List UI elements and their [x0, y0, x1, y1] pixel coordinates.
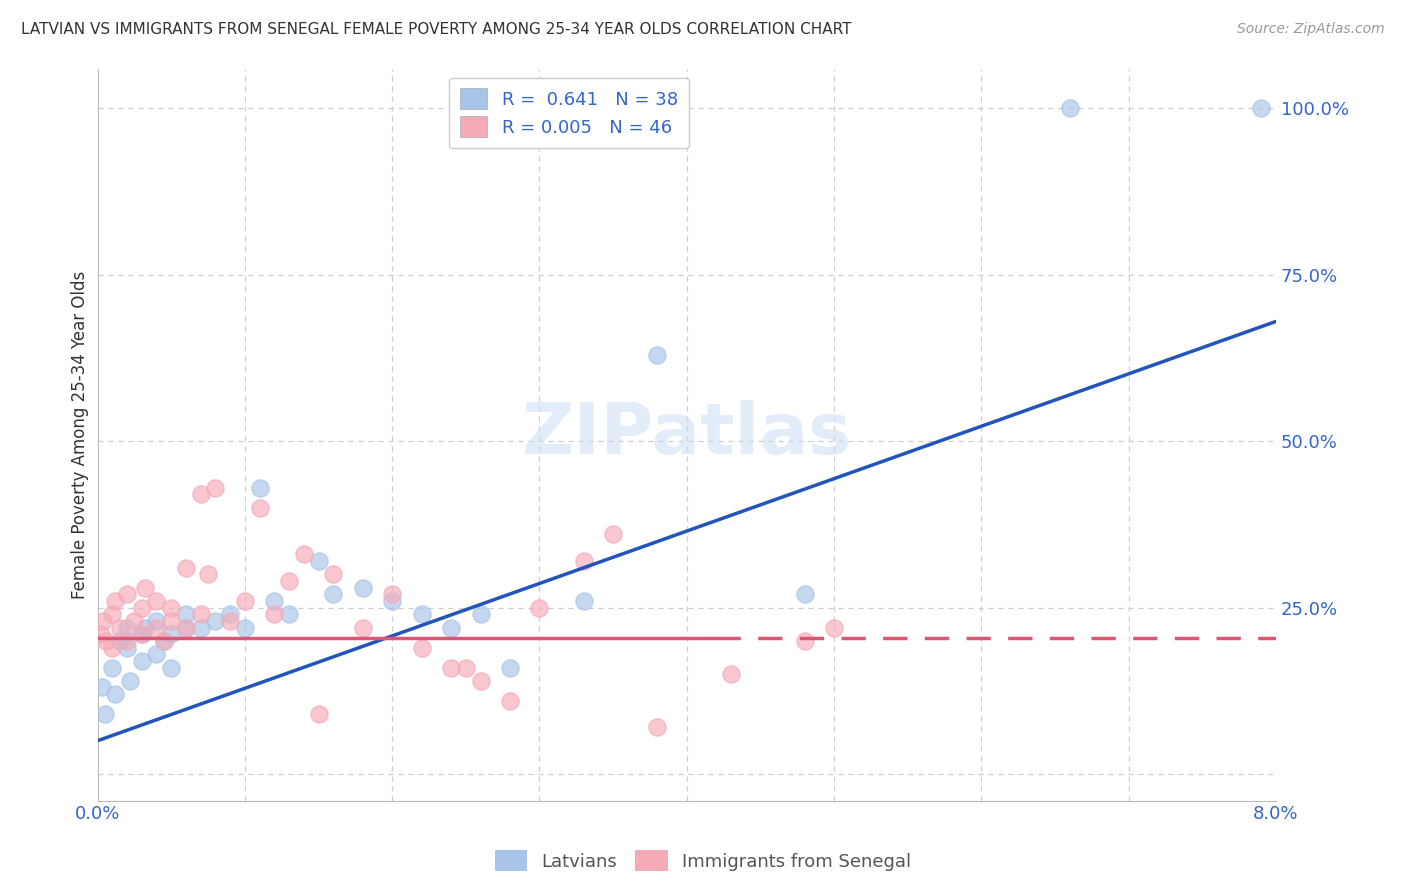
Point — [197, 567, 219, 582]
Point — [219, 614, 242, 628]
Point — [124, 614, 146, 628]
Point — [308, 707, 330, 722]
Point — [602, 527, 624, 541]
Point — [322, 567, 344, 582]
Point — [101, 640, 124, 655]
Point — [160, 614, 183, 628]
Point — [1059, 102, 1081, 116]
Point — [278, 574, 301, 588]
Point — [720, 667, 742, 681]
Point — [145, 647, 167, 661]
Point — [233, 594, 256, 608]
Point — [153, 633, 176, 648]
Point — [160, 627, 183, 641]
Legend: R =  0.641   N = 38, R = 0.005   N = 46: R = 0.641 N = 38, R = 0.005 N = 46 — [450, 78, 689, 148]
Text: ZIPatlas: ZIPatlas — [522, 401, 852, 469]
Point — [470, 607, 492, 622]
Point — [233, 621, 256, 635]
Point — [91, 681, 114, 695]
Point — [190, 621, 212, 635]
Point — [115, 621, 138, 635]
Point — [440, 621, 463, 635]
Point — [499, 694, 522, 708]
Point — [134, 581, 156, 595]
Point — [94, 707, 117, 722]
Point — [322, 587, 344, 601]
Point — [499, 660, 522, 674]
Point — [174, 621, 197, 635]
Point — [411, 640, 433, 655]
Point — [104, 687, 127, 701]
Point — [263, 594, 285, 608]
Point — [101, 660, 124, 674]
Point — [381, 594, 404, 608]
Point — [108, 621, 131, 635]
Point — [160, 600, 183, 615]
Text: LATVIAN VS IMMIGRANTS FROM SENEGAL FEMALE POVERTY AMONG 25-34 YEAR OLDS CORRELAT: LATVIAN VS IMMIGRANTS FROM SENEGAL FEMAL… — [21, 22, 852, 37]
Point — [104, 594, 127, 608]
Point — [108, 633, 131, 648]
Point — [249, 481, 271, 495]
Point — [160, 660, 183, 674]
Point — [174, 560, 197, 574]
Point — [529, 600, 551, 615]
Point — [823, 621, 845, 635]
Point — [101, 607, 124, 622]
Point — [131, 627, 153, 641]
Legend: Latvians, Immigrants from Senegal: Latvians, Immigrants from Senegal — [488, 843, 918, 879]
Point — [145, 614, 167, 628]
Point — [89, 627, 111, 641]
Point — [204, 481, 226, 495]
Point — [115, 640, 138, 655]
Point — [204, 614, 226, 628]
Point — [572, 554, 595, 568]
Point — [145, 621, 167, 635]
Point — [190, 607, 212, 622]
Point — [1250, 102, 1272, 116]
Point — [174, 621, 197, 635]
Point — [249, 500, 271, 515]
Point — [131, 627, 153, 641]
Point — [308, 554, 330, 568]
Point — [440, 660, 463, 674]
Point — [263, 607, 285, 622]
Point — [174, 607, 197, 622]
Point — [793, 633, 815, 648]
Point — [96, 633, 118, 648]
Point — [352, 621, 374, 635]
Point — [145, 594, 167, 608]
Point — [93, 614, 115, 628]
Point — [219, 607, 242, 622]
Point — [115, 587, 138, 601]
Text: Source: ZipAtlas.com: Source: ZipAtlas.com — [1237, 22, 1385, 37]
Point — [131, 654, 153, 668]
Y-axis label: Female Poverty Among 25-34 Year Olds: Female Poverty Among 25-34 Year Olds — [72, 270, 89, 599]
Point — [793, 587, 815, 601]
Point — [134, 621, 156, 635]
Point — [572, 594, 595, 608]
Point — [470, 673, 492, 688]
Point — [115, 633, 138, 648]
Point — [278, 607, 301, 622]
Point — [118, 673, 141, 688]
Point — [131, 600, 153, 615]
Point — [454, 660, 477, 674]
Point — [647, 348, 669, 362]
Point — [292, 547, 315, 561]
Point — [153, 633, 176, 648]
Point — [411, 607, 433, 622]
Point — [647, 720, 669, 734]
Point — [381, 587, 404, 601]
Point — [352, 581, 374, 595]
Point — [190, 487, 212, 501]
